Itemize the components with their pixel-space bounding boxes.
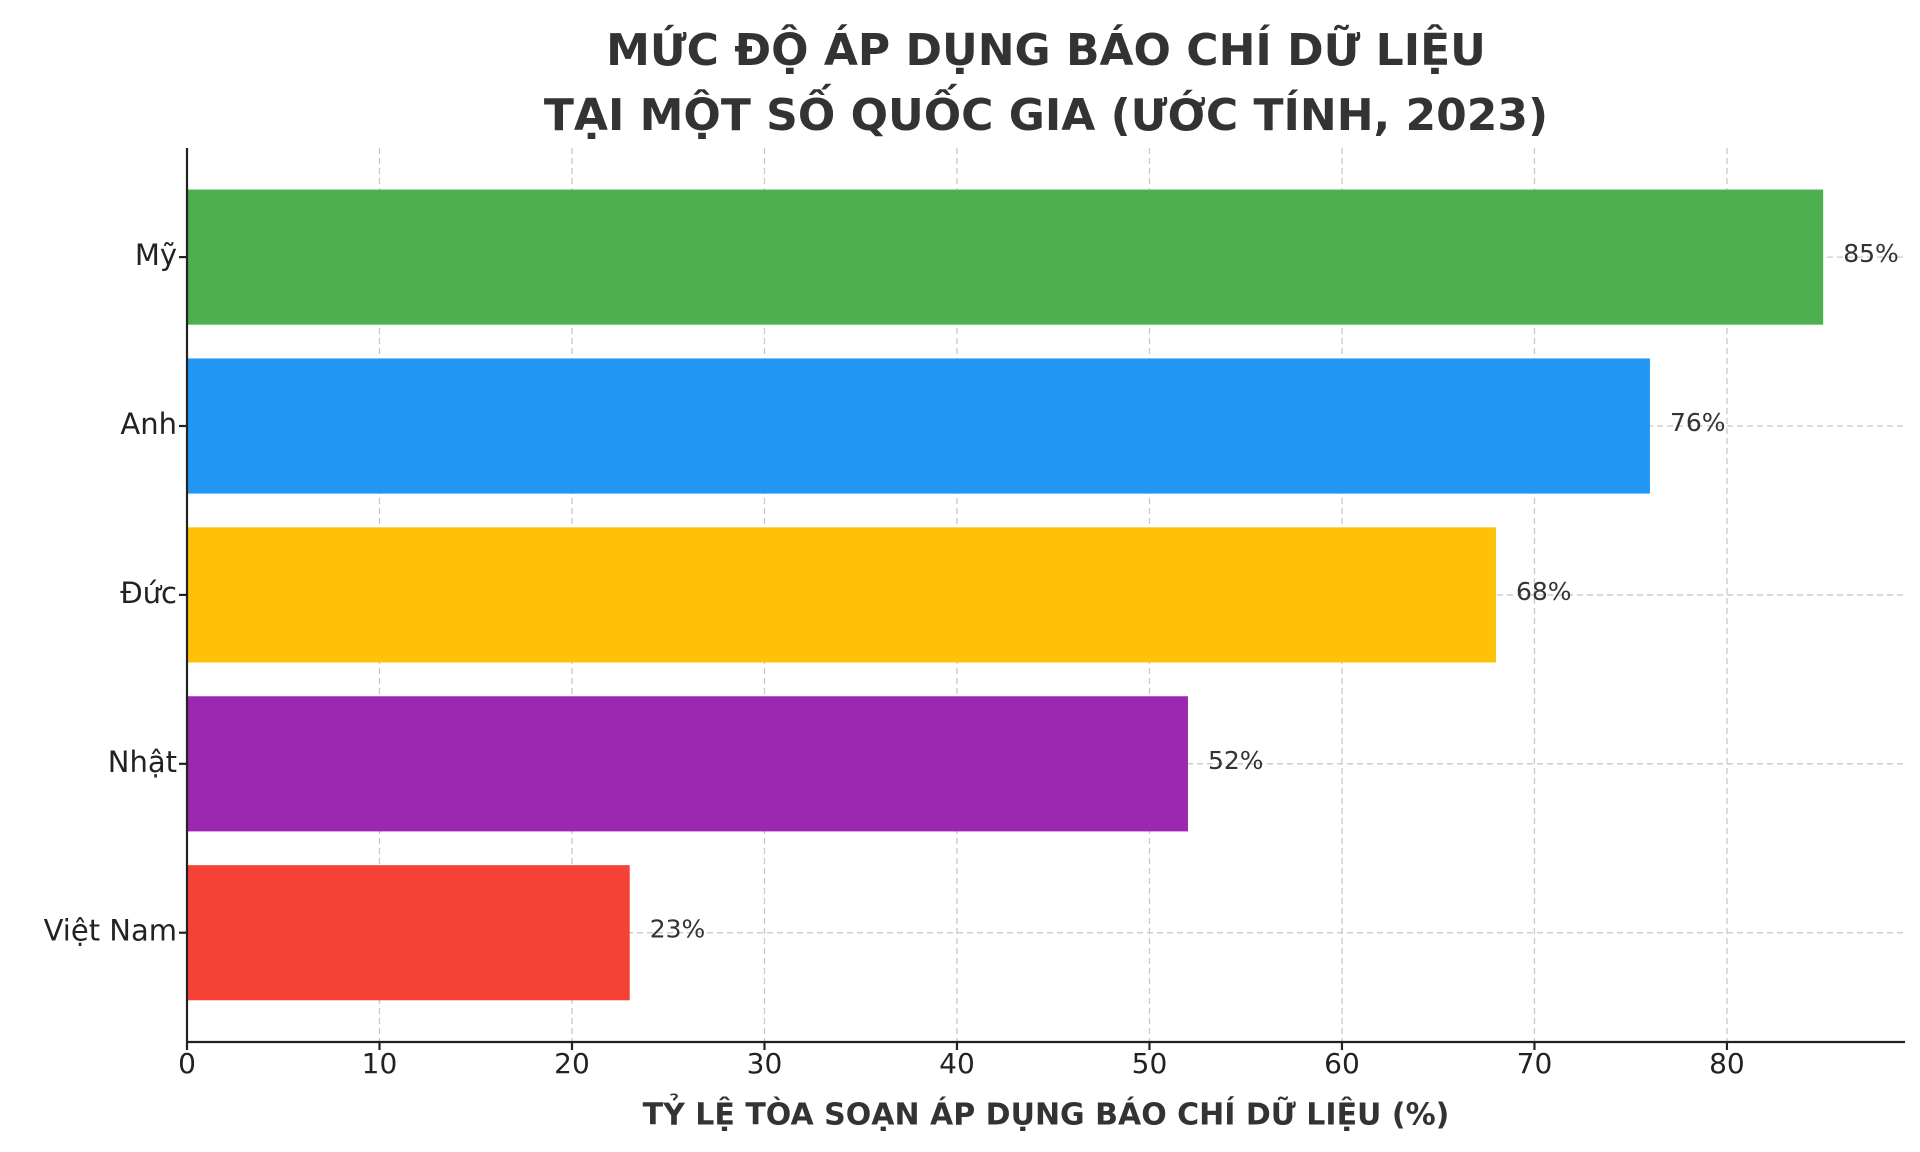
y-tick-label: Anh: [120, 407, 177, 441]
x-tick-label: 40: [939, 1047, 975, 1080]
y-tick-label: Mỹ: [135, 238, 177, 272]
x-axis-label: TỶ LỆ TÒA SOẠN ÁP DỤNG BÁO CHÍ DỮ LIỆU (…: [643, 1094, 1450, 1133]
chart-title: MỨC ĐỘ ÁP DỤNG BÁO CHÍ DỮ LIỆU: [606, 23, 1486, 76]
bar: [187, 865, 630, 1001]
x-tick-label: 0: [178, 1047, 196, 1080]
x-tick-label: 60: [1324, 1047, 1360, 1080]
data-label: 85%: [1843, 239, 1899, 268]
x-tick-label: 80: [1709, 1047, 1745, 1080]
x-tick-label: 10: [362, 1047, 398, 1080]
bar: [187, 189, 1824, 325]
x-tick-label: 30: [747, 1047, 783, 1080]
data-label: 68%: [1516, 577, 1572, 606]
y-tick-label: Việt Nam: [44, 914, 177, 948]
x-tick-label: 50: [1132, 1047, 1168, 1080]
data-label: 52%: [1208, 746, 1264, 775]
data-label: 76%: [1670, 408, 1726, 437]
x-tick-label: 70: [1517, 1047, 1553, 1080]
y-tick-label: Đức: [120, 576, 177, 610]
y-tick-label: Nhật: [108, 745, 177, 779]
chart-title: TẠI MỘT SỐ QUỐC GIA (ƯỚC TÍNH, 2023): [544, 83, 1548, 141]
bar: [187, 696, 1188, 832]
data-label: 23%: [650, 915, 706, 944]
bar: [187, 527, 1496, 663]
x-tick-label: 20: [554, 1047, 590, 1080]
bar: [187, 358, 1650, 494]
